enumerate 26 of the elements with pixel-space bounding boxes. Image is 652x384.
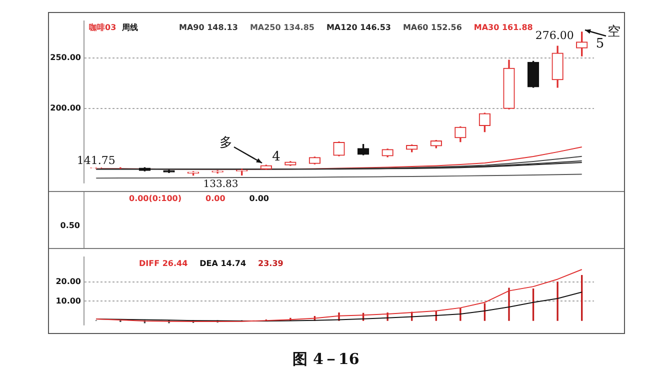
- annotation: 141.75: [76, 154, 116, 168]
- y-tick-label: 200.00: [50, 104, 82, 113]
- text: MA30 161.88: [474, 22, 534, 32]
- text: 23.39: [258, 258, 284, 268]
- annotation: 276.00: [535, 28, 574, 42]
- caption: 图 4－16: [292, 350, 360, 368]
- annotation: 多: [220, 135, 233, 150]
- text: 0.00(0:100): [129, 194, 182, 204]
- chart-subtitle: 周线: [121, 22, 138, 32]
- y-tick-label: 20.00: [56, 276, 82, 286]
- text: 0.50: [60, 221, 80, 230]
- text: DEA 14.74: [200, 258, 246, 268]
- text: MA250 134.85: [250, 22, 315, 32]
- text: 0.00: [206, 194, 226, 204]
- text: 0.00: [249, 194, 270, 204]
- text: MA90 148.13: [179, 22, 238, 32]
- text: 5: [596, 36, 604, 52]
- annotation: 133.83: [203, 178, 238, 190]
- text: MA120 146.53: [326, 22, 391, 32]
- text: DIFF 26.44: [139, 258, 188, 268]
- chart-title: 咖啡03: [89, 22, 116, 32]
- y-tick-label: 250.00: [50, 53, 82, 62]
- y-tick-label: 10.00: [56, 296, 82, 306]
- text: 空: [607, 24, 620, 40]
- annotation: 4: [272, 149, 280, 164]
- text: MA60 152.56: [402, 22, 462, 32]
